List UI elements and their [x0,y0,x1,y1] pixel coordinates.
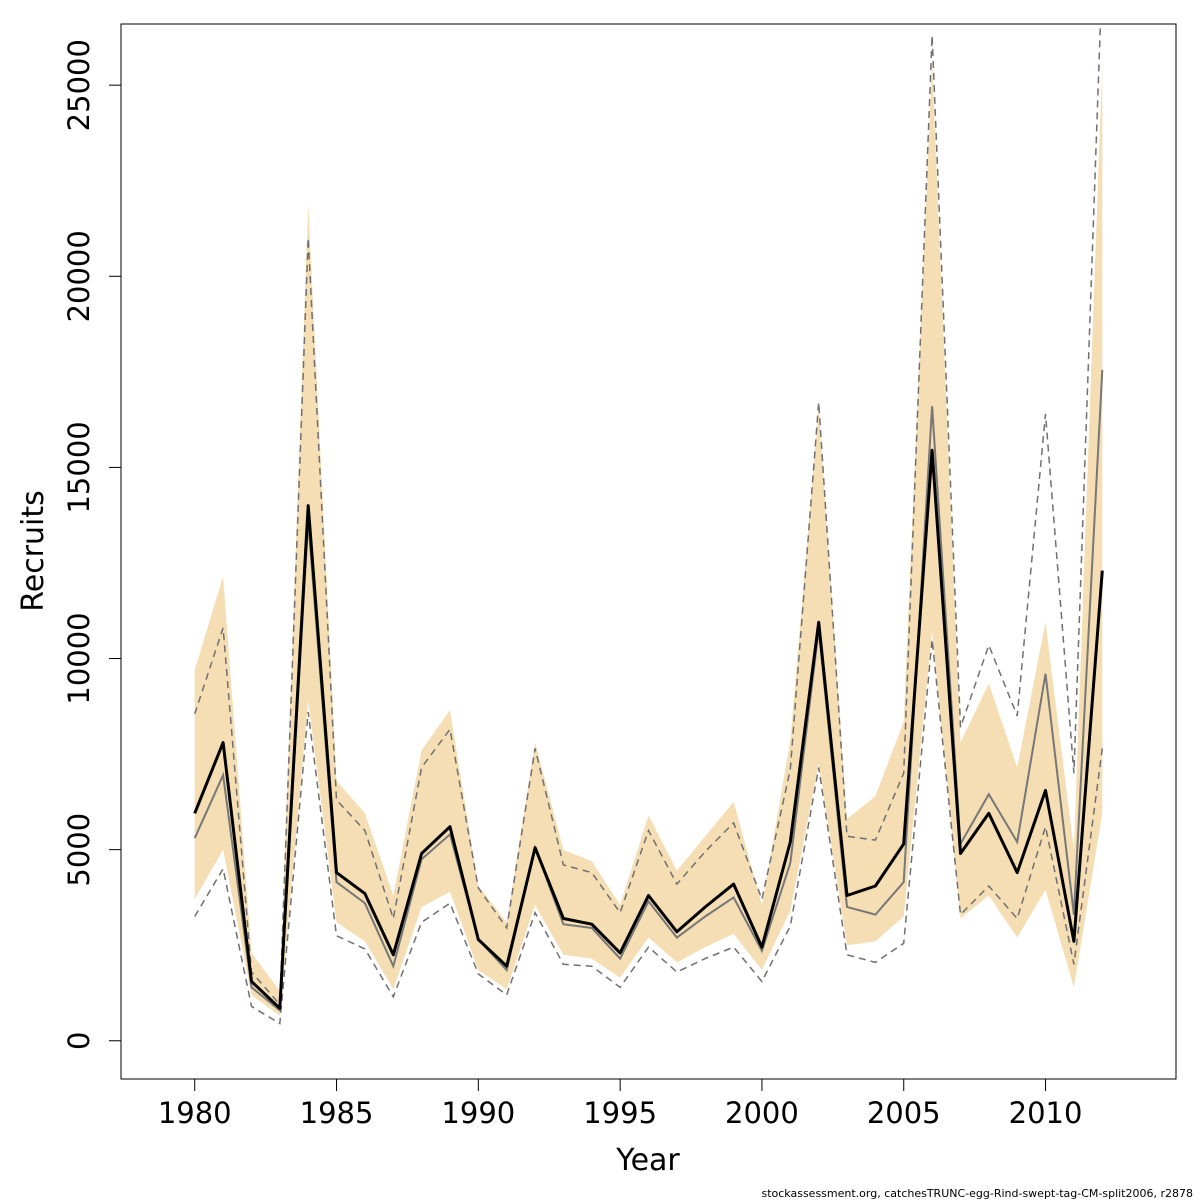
y-tick-label: 25000 [62,39,96,131]
estimate-line [193,448,1104,1010]
x-tick-label: 1980 [158,1096,232,1130]
y-tick-label: 0 [62,1032,96,1050]
footer-note: stockassessment.org, catchesTRUNC-egg-Ri… [761,1187,1193,1200]
confidence-band-layer [194,62,1103,1016]
y-axis: 0 5000 10000 15000 20000 25000 [62,39,122,1050]
x-tick-label: 1995 [583,1096,657,1130]
x-tick-label: 2000 [725,1096,799,1130]
x-axis-title: Year [615,1143,680,1178]
y-tick-label: 5000 [62,813,96,887]
series-lines-layer [193,24,1104,1025]
y-axis-title: Recruits [16,490,51,612]
x-tick-label: 2005 [867,1096,941,1130]
x-axis: 1980 1985 1990 1995 2000 2005 2010 [158,1078,1083,1130]
x-tick-label: 1985 [300,1096,374,1130]
comparison-upper-bound-line [193,24,1102,1007]
y-tick-label: 10000 [62,612,96,704]
x-tick-label: 2010 [1009,1096,1083,1130]
y-tick-label: 20000 [62,230,96,322]
confidence-band [194,62,1103,1016]
x-tick-label: 1990 [441,1096,515,1130]
comparison-lower-bound-line [194,639,1104,1025]
y-tick-label: 15000 [62,421,96,513]
